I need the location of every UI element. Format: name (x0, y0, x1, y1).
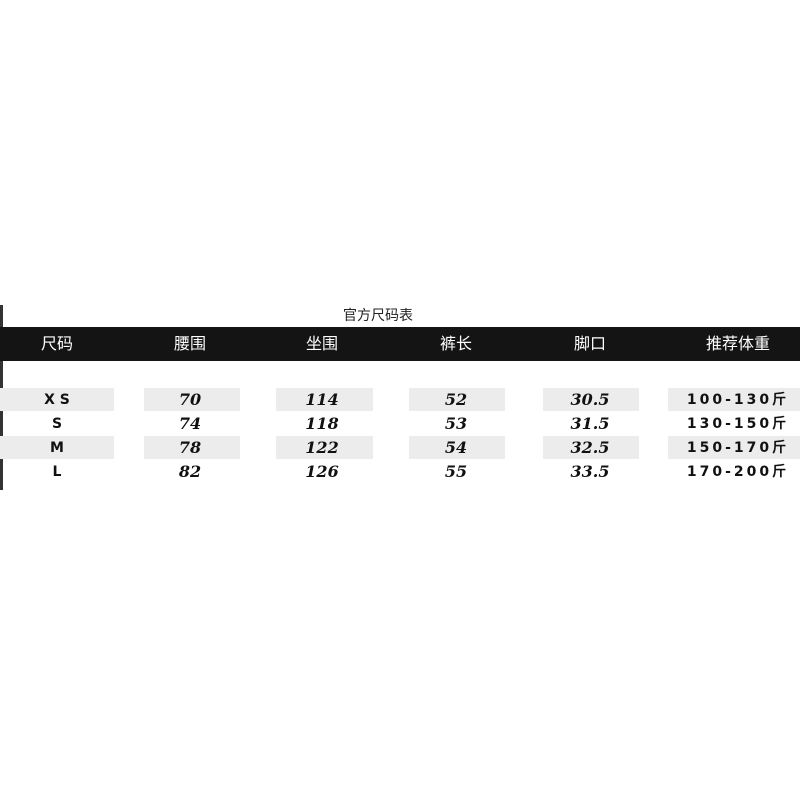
column-header: 坐围 (305, 334, 339, 353)
row-shading (668, 388, 800, 411)
table-cell: 118 (305, 414, 339, 433)
table-cell: 82 (178, 462, 202, 481)
table-cell: 130-150斤 (686, 416, 790, 432)
table-cell: 32.5 (570, 438, 610, 457)
table-cell: 100-130斤 (686, 392, 790, 408)
column-header: 脚口 (573, 334, 607, 353)
table-cell: 126 (305, 462, 339, 481)
row-shading (409, 436, 505, 459)
row-shading (276, 436, 373, 459)
row-shading (276, 388, 373, 411)
table-cell: X S (44, 392, 70, 408)
table-cell: M (50, 440, 64, 456)
table-cell: 52 (444, 390, 468, 409)
row-shading (0, 436, 114, 459)
table-cell: 150-170斤 (686, 440, 790, 456)
table-cell: 114 (305, 390, 339, 409)
row-shading (543, 436, 639, 459)
table-cell: 31.5 (570, 414, 610, 433)
table-cell: 170-200斤 (686, 464, 790, 480)
table-cell: 30.5 (570, 390, 610, 409)
table-cell: 53 (444, 414, 468, 433)
table-cell: L (52, 464, 62, 480)
row-shading (668, 436, 800, 459)
table-cell: 122 (305, 438, 339, 457)
column-header: 推荐体重 (705, 334, 771, 353)
table-title: 官方尺码表 (343, 308, 413, 324)
row-shading (543, 388, 639, 411)
table-header: 尺码 腰围 坐围 裤长 脚口 推荐体重 (0, 327, 800, 361)
row-shading (144, 436, 240, 459)
column-header: 裤长 (439, 334, 473, 353)
table-cell: 74 (178, 414, 202, 433)
table-cell: S (51, 416, 63, 432)
row-shading (0, 388, 114, 411)
row-shading (144, 388, 240, 411)
column-header: 尺码 (40, 334, 74, 353)
table-cell: 70 (178, 390, 202, 409)
table-cell: 54 (444, 438, 468, 457)
column-header: 腰围 (173, 334, 207, 353)
table-cell: 55 (444, 462, 468, 481)
table-cell: 78 (178, 438, 202, 457)
table-cell: 33.5 (570, 462, 610, 481)
row-shading (409, 388, 505, 411)
